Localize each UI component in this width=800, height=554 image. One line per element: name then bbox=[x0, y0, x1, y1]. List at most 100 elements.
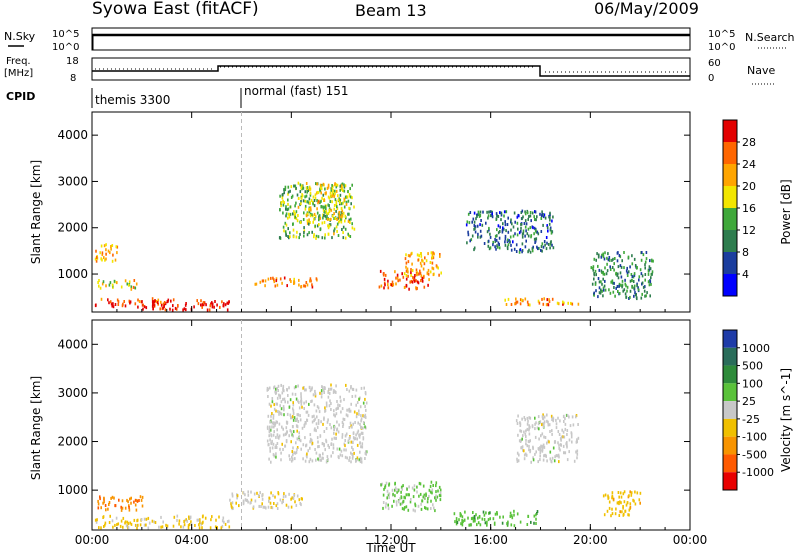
velocity-cell bbox=[341, 433, 344, 437]
velocity-cell bbox=[347, 439, 350, 443]
velocity-cell bbox=[268, 430, 271, 434]
velocity-cell bbox=[401, 485, 403, 489]
velocity-cell bbox=[291, 450, 294, 453]
velocity-cell bbox=[314, 427, 316, 431]
velocity-cell bbox=[534, 452, 536, 456]
velocity-cell bbox=[435, 481, 438, 485]
power-cell bbox=[604, 266, 606, 270]
power-cell bbox=[477, 210, 480, 214]
velocity-cell bbox=[274, 495, 276, 499]
velocity-cell bbox=[351, 452, 354, 456]
power-cell bbox=[351, 196, 353, 200]
power-cell bbox=[475, 217, 477, 221]
velocity-cell bbox=[134, 498, 137, 502]
power-cell bbox=[396, 273, 399, 277]
power-cell bbox=[494, 245, 496, 249]
velocity-cell bbox=[575, 415, 577, 419]
power-cell bbox=[473, 211, 476, 215]
velocity-cell bbox=[337, 403, 339, 407]
velocity-cell bbox=[438, 493, 441, 497]
velocity-cell bbox=[328, 387, 330, 391]
power-cell bbox=[279, 236, 281, 239]
velocity-cell bbox=[524, 418, 526, 422]
power-cell bbox=[512, 234, 515, 238]
power-cell bbox=[315, 234, 318, 238]
velocity-cell bbox=[322, 422, 324, 426]
velocity-cell bbox=[496, 512, 498, 516]
power-cell bbox=[303, 226, 305, 230]
power-cell bbox=[303, 211, 305, 215]
power-cell bbox=[409, 280, 411, 284]
velocity-cell bbox=[385, 502, 387, 506]
power-cell bbox=[287, 202, 289, 206]
power-cell bbox=[607, 252, 609, 256]
power-cell bbox=[320, 205, 323, 208]
velocity-cell bbox=[278, 434, 281, 438]
power-cell bbox=[324, 210, 326, 214]
power-cell bbox=[524, 245, 527, 249]
power-cell bbox=[347, 219, 350, 223]
power-cell bbox=[500, 213, 503, 217]
power-cell bbox=[99, 286, 102, 290]
power-cell bbox=[521, 235, 524, 239]
velocity-cell bbox=[425, 506, 427, 510]
power-cell bbox=[509, 240, 511, 244]
power-cell bbox=[604, 251, 606, 255]
velocity-cell bbox=[345, 413, 348, 417]
velocity-cell bbox=[453, 512, 456, 516]
power-cell bbox=[317, 235, 320, 239]
power-cell bbox=[602, 255, 605, 259]
power-cell bbox=[633, 286, 635, 290]
velocity-cell bbox=[235, 501, 237, 505]
velocity-cell bbox=[540, 434, 542, 438]
velocity-cell bbox=[325, 427, 328, 430]
power-cell bbox=[331, 184, 333, 187]
velocity-cell bbox=[321, 456, 323, 460]
velocity-cell bbox=[323, 416, 325, 420]
power-cell bbox=[116, 251, 118, 255]
velocity-cell bbox=[292, 401, 294, 405]
power-cell bbox=[608, 256, 611, 259]
velocity-y-tick-label: 3000 bbox=[57, 386, 88, 400]
velocity-cell bbox=[468, 523, 470, 527]
power-cell bbox=[636, 282, 638, 286]
power-cell bbox=[594, 282, 597, 286]
power-cell bbox=[316, 224, 319, 228]
power-cell bbox=[397, 279, 399, 283]
velocity-cell bbox=[526, 444, 529, 448]
power-cell bbox=[526, 211, 529, 215]
velocity-cell bbox=[555, 454, 558, 458]
velocity-cell bbox=[269, 449, 271, 453]
power-cell bbox=[515, 300, 518, 304]
velocity-cell bbox=[221, 519, 224, 523]
velocity-cell bbox=[309, 457, 312, 461]
power-cell bbox=[399, 278, 401, 282]
velocity-cell bbox=[317, 445, 319, 449]
power-cell bbox=[333, 207, 335, 211]
velocity-cell bbox=[516, 451, 519, 455]
velocity-cell bbox=[541, 449, 544, 453]
x-tick-label: 04:00 bbox=[174, 533, 209, 547]
power-cell bbox=[273, 278, 275, 282]
velocity-cell bbox=[110, 496, 112, 500]
velocity-cell bbox=[327, 443, 329, 447]
power-cell bbox=[520, 222, 523, 226]
velocity-cell bbox=[537, 422, 540, 426]
power-cell bbox=[379, 269, 382, 273]
velocity-cell bbox=[571, 415, 574, 419]
velocity-cell bbox=[188, 523, 191, 526]
power-cell bbox=[614, 294, 616, 298]
velocity-cell bbox=[358, 397, 360, 401]
power-cell bbox=[312, 202, 314, 206]
power-cell bbox=[111, 244, 114, 247]
power-cell bbox=[519, 298, 522, 302]
velocity-cell bbox=[458, 518, 460, 522]
power-cell bbox=[285, 223, 288, 227]
power-cell bbox=[547, 303, 550, 307]
velocity-cell bbox=[291, 433, 293, 437]
velocity-cell bbox=[269, 428, 272, 432]
velocity-cell bbox=[282, 405, 285, 409]
velocity-cell bbox=[306, 452, 308, 456]
velocity-cell bbox=[313, 414, 315, 418]
power-cell bbox=[497, 231, 500, 235]
